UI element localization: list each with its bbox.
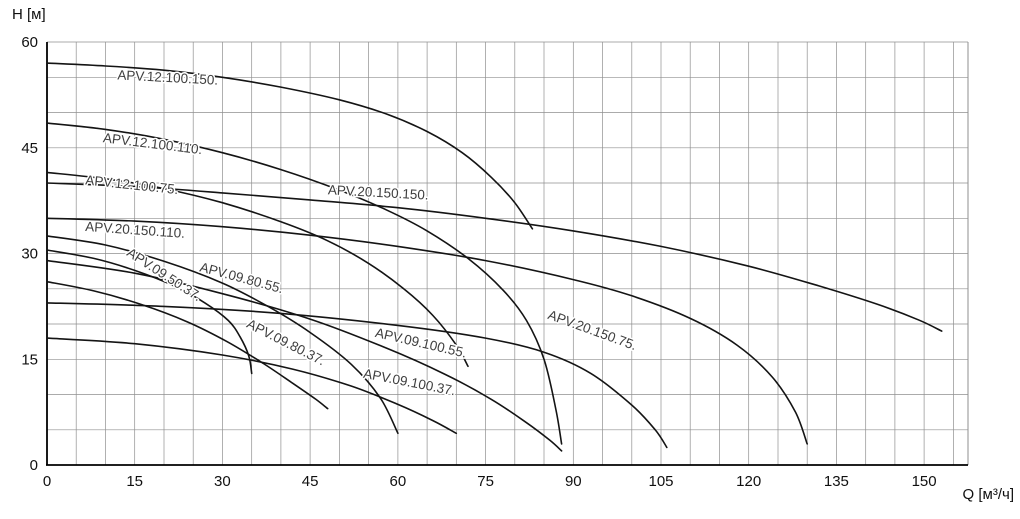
pump-curve <box>46 62 534 230</box>
curve-label: APV.12.100.110. <box>102 130 203 157</box>
x-axis-title: Q [м³/ч] <box>962 486 1014 503</box>
pump-curve <box>46 249 253 375</box>
curve-label: APV.09.100.55. <box>374 325 468 361</box>
x-tick-label: 105 <box>648 473 673 490</box>
curve-label: APV.20.150.150. <box>328 182 429 202</box>
y-tick-label: 60 <box>21 34 38 51</box>
x-tick-label: 15 <box>126 473 143 490</box>
curve-label: APV.20.150.75. <box>546 307 639 353</box>
pump-curve <box>46 259 563 452</box>
y-tick-label: 0 <box>30 457 38 474</box>
pump-curve <box>46 182 943 332</box>
pump-curve <box>46 337 458 435</box>
x-tick-label: 60 <box>390 473 407 490</box>
pump-curve <box>46 171 469 368</box>
x-tick-label: 0 <box>43 473 51 490</box>
curve-label: APV.20.150.110. <box>85 219 186 241</box>
x-tick-label: 45 <box>302 473 319 490</box>
pump-curve <box>46 122 563 445</box>
x-tick-label: 120 <box>736 473 761 490</box>
pump-curve <box>46 302 668 449</box>
x-tick-label: 75 <box>477 473 494 490</box>
x-tick-label: 150 <box>912 473 937 490</box>
curve-label: APV.12.100.150. <box>117 67 218 87</box>
curve-label: APV.12.100.75. <box>85 172 179 197</box>
x-tick-label: 30 <box>214 473 231 490</box>
y-tick-label: 30 <box>21 246 38 263</box>
y-tick-label: 45 <box>21 140 38 157</box>
y-axis-title: H [м] <box>12 6 46 23</box>
pump-curve <box>46 280 329 410</box>
x-tick-label: 90 <box>565 473 582 490</box>
x-tick-label: 135 <box>824 473 849 490</box>
y-tick-label: 15 <box>21 351 38 368</box>
pump-curve <box>46 217 808 445</box>
